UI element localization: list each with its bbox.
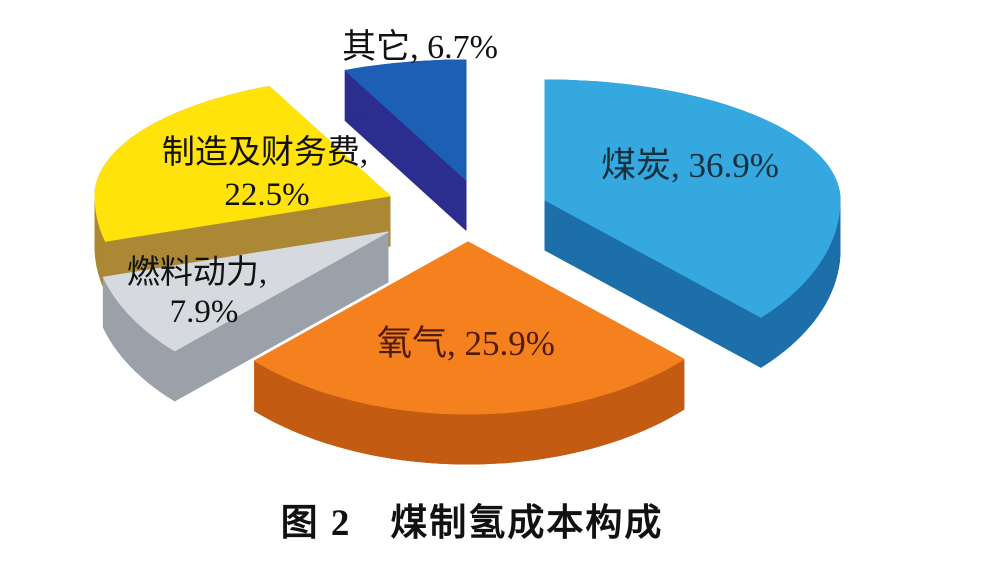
pie-slice-wall-氧气	[361, 402, 373, 456]
pie-slice-wall-煤炭	[800, 280, 806, 337]
figure-caption: 图 2 煤制氢成本构成	[280, 503, 664, 544]
pie-slice-wall-氧气	[421, 411, 433, 464]
pie-slice-wall-氧气	[441, 412, 454, 465]
pie-slice-wall-氧气	[534, 407, 545, 461]
pie-slice-wall-氧气	[668, 363, 678, 419]
pie-slice-wall-氧气	[343, 397, 354, 451]
pie-slice-wall-氧气	[544, 406, 555, 459]
pie-slice-wall-氧气	[601, 391, 612, 446]
pie-slice-label-燃料动力: 燃料动力,	[127, 254, 267, 291]
pie-slice-wall-氧气	[352, 399, 363, 454]
pie-slice-wall-燃料动力	[154, 336, 162, 393]
pie-slice-wall-氧气	[324, 392, 335, 446]
pie-slice-wall-燃料动力	[147, 331, 156, 388]
pie-slice-wall-氧气	[553, 404, 565, 457]
pie-slice-wall-氧气	[563, 402, 575, 456]
pie-slice-wall-氧气	[513, 410, 525, 463]
pie-slice-wall-氧气	[523, 409, 535, 462]
pie-slice-wall-燃料动力	[160, 341, 169, 397]
pie-slice-wall-煤炭	[777, 300, 785, 357]
pie-slice-wall-氧气	[381, 406, 393, 459]
pie-slice-wall-氧气	[573, 399, 584, 453]
pie-slice-wall-煤炭	[770, 305, 778, 362]
pie-slice-wall-煤炭	[794, 285, 801, 342]
pie-slice-wall-煤炭	[809, 269, 815, 326]
pie-slice-wall-煤炭	[821, 252, 827, 310]
pie-slice-wall-煤炭	[789, 290, 796, 347]
pie-slice-wall-氧气	[411, 410, 423, 463]
pie-slice-wall-氧气	[333, 394, 344, 449]
pie-slice-wall-煤炭	[760, 314, 765, 368]
pie-slice-top-煤炭	[544, 79, 841, 318]
pie-slice-wall-氧气	[493, 412, 505, 464]
pie-slice-wall-燃料动力	[131, 316, 138, 373]
pie-slice-wall-燃料动力	[142, 326, 149, 383]
pie-slice-wall-煤炭	[818, 258, 823, 315]
pie-slice-label-氧气: 氧气, 25.9%	[377, 324, 555, 363]
pie-slice-wall-氧气	[676, 358, 685, 415]
pie-slice-label-燃料动力: 7.9%	[170, 294, 239, 330]
pie-slice-top-其它	[344, 59, 467, 181]
pie-slice-wall-氧气	[472, 413, 485, 465]
pie-slice-wall-燃料动力	[136, 321, 144, 378]
pie-slice-wall-氧气	[610, 388, 621, 443]
pie-slice-wall-氧气	[628, 382, 638, 437]
pie-slice-top-制造及财务费	[94, 86, 391, 242]
pie-slice-wall-氧气	[661, 367, 670, 423]
pie-slice-wall-氧气	[401, 409, 413, 462]
pie-slice-wall-氧气	[653, 371, 663, 427]
pie-slice-wall-煤炭	[763, 310, 772, 366]
pie-slice-wall-煤炭	[783, 295, 791, 352]
pie-slice-wall-氧气	[371, 404, 383, 457]
pie-slice-wall-氧气	[306, 385, 317, 440]
pie-slice-label-煤炭: 煤炭, 36.9%	[601, 146, 779, 185]
pie-slice-label-制造及财务费: 制造及财务费,	[162, 134, 368, 171]
pie-slice-label-制造及财务费: 22.5%	[224, 177, 309, 213]
pie-slice-wall-氧气	[592, 394, 603, 449]
pie-slice-wall-氧气	[636, 378, 647, 434]
pie-slice-wall-氧气	[619, 385, 630, 440]
pie-slice-wall-氧气	[483, 412, 495, 465]
pie-slice-wall-煤炭	[805, 274, 811, 332]
pie-slice-wall-氧气	[582, 397, 594, 451]
pie-slice-wall-氧气	[391, 407, 403, 461]
pie-slice-top-燃料动力	[102, 231, 389, 352]
pie-slice-label-其它: 其它, 6.7%	[342, 28, 498, 66]
pie-slice-wall-氧气	[645, 375, 655, 430]
pie-slice-wall-氧气	[503, 411, 515, 464]
pie-slice-top-氧气	[254, 241, 685, 415]
pie-slice-wall-氧气	[298, 382, 308, 437]
pie-slice-wall-氧气	[452, 413, 464, 465]
pie-slice-wall-氧气	[315, 389, 326, 443]
pie-slice-wall-煤炭	[814, 263, 819, 321]
pie-slice-wall-燃料动力	[167, 345, 176, 402]
pie-slice-wall-氧气	[462, 413, 474, 465]
pie-slice-wall-氧气	[431, 412, 443, 464]
